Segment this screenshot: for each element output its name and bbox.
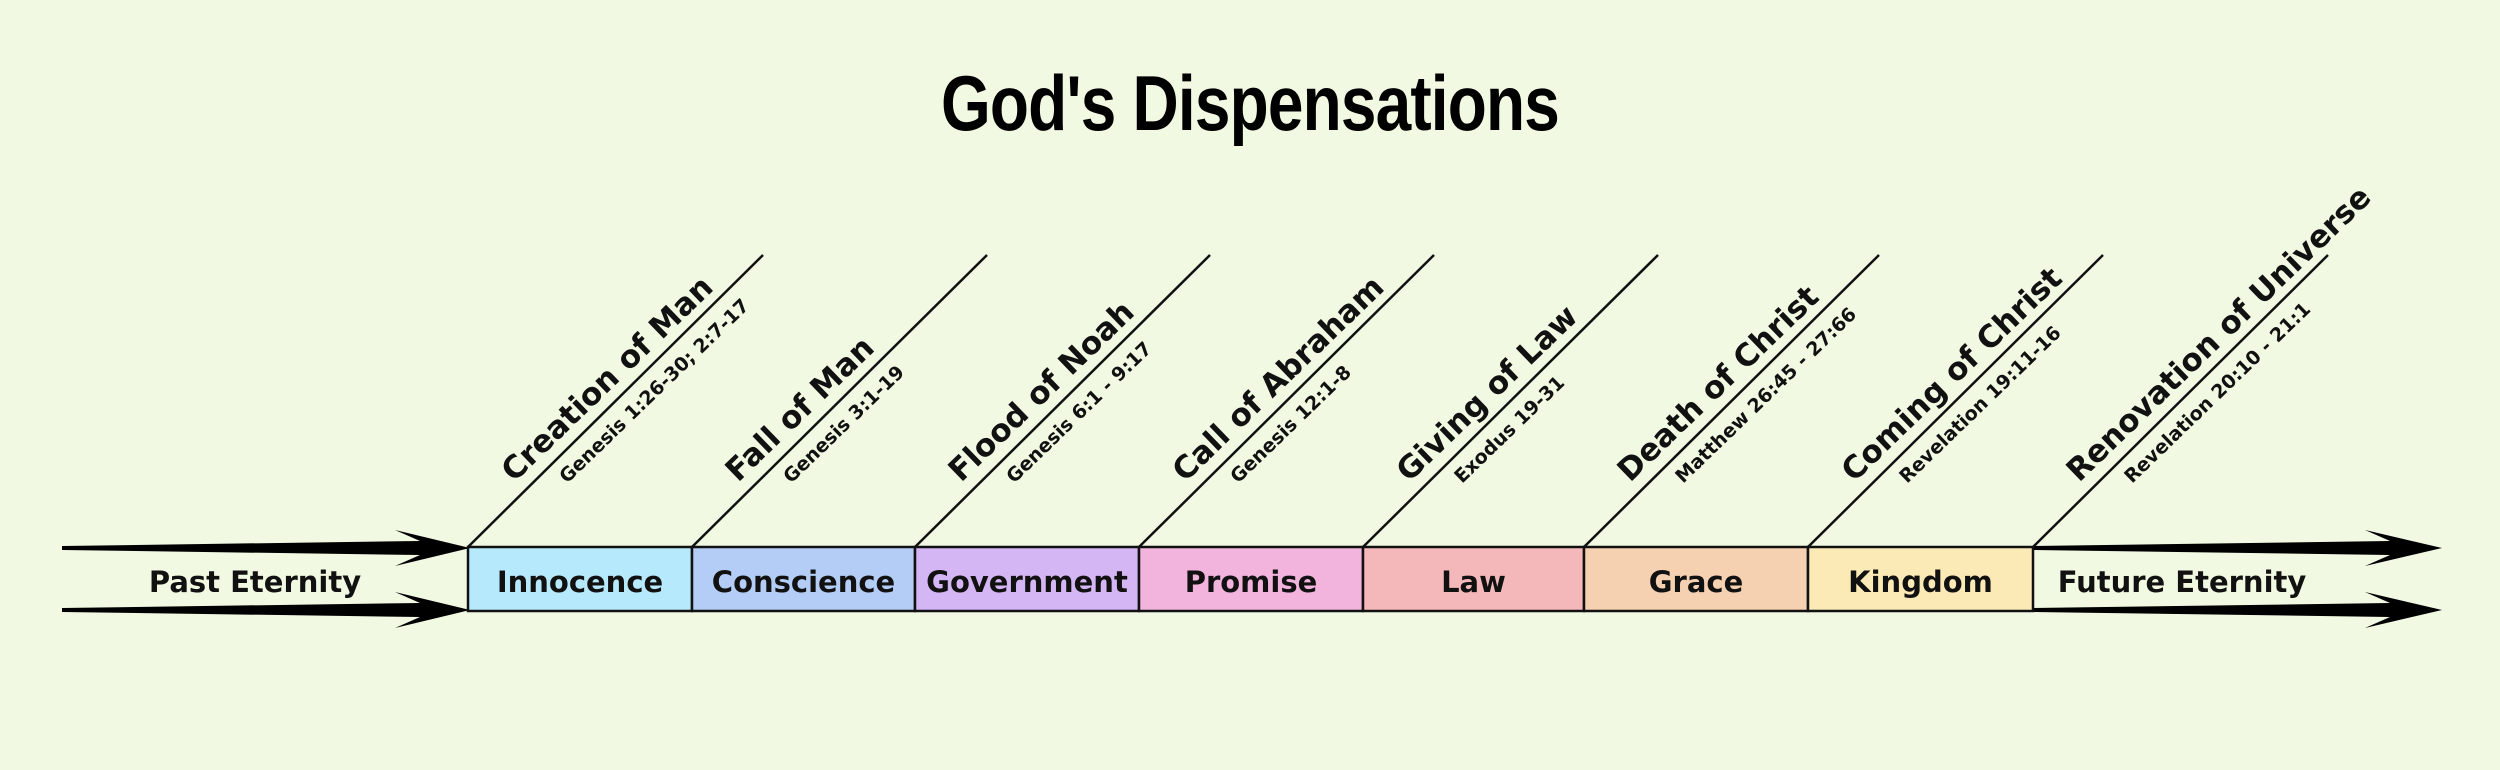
- past-eternity-arrow-top: [62, 530, 470, 566]
- event-leader-line: [1138, 254, 1435, 548]
- dispensation-label: Grace: [1649, 565, 1744, 599]
- event-leader-line: [1807, 254, 2104, 548]
- future-eternity-label: Future Eternity: [2058, 565, 2307, 599]
- event-title: Renovation of Universe: [2060, 179, 2379, 489]
- dispensation-kingdom: Kingdom: [1806, 545, 2035, 613]
- dispensation-box: [1361, 545, 1586, 613]
- event-title: Call of Abraham: [1166, 269, 1392, 489]
- event-title: Coming of Christ: [1835, 260, 2070, 489]
- dispensation-boxes: Innocence Conscience Government Promise Law G…: [466, 545, 2035, 613]
- dispensation-label: Law: [1441, 565, 1506, 599]
- dispensation-conscience: Conscience: [690, 545, 917, 613]
- dispensation-box: [1582, 545, 1810, 613]
- dispensation-box: [1137, 545, 1365, 613]
- past-eternity-arrow-bottom: [62, 592, 470, 628]
- dispensation-government: Government: [913, 545, 1141, 613]
- dispensation-grace: Grace: [1582, 545, 1810, 613]
- dispensation-label: Government: [926, 565, 1128, 599]
- dispensation-label: Innocence: [497, 565, 663, 599]
- diagram-title: God's Dispensations: [940, 59, 1560, 147]
- dispensation-promise: Promise: [1137, 545, 1365, 613]
- event-leader-line: [914, 254, 1211, 548]
- dispensation-label: Conscience: [712, 565, 895, 599]
- dispensation-label: Kingdom: [1848, 565, 1993, 599]
- past-eternity-label: Past Eternity: [149, 565, 361, 599]
- event-leader-line: [1583, 254, 1880, 548]
- event-title: Creation of Man: [495, 269, 721, 489]
- dispensation-label: Promise: [1185, 565, 1318, 599]
- dispensation-law: Law: [1361, 545, 1586, 613]
- dispensation-box: [1806, 545, 2035, 613]
- dispensation-box: [690, 545, 917, 613]
- event-leader-line: [691, 254, 988, 548]
- event-leader-line: [2032, 254, 2329, 548]
- eternity-arrows: [62, 530, 2442, 628]
- event-leader-line: [1362, 254, 1659, 548]
- future-eternity-arrow-bottom: [2033, 592, 2442, 628]
- dispensation-box: [466, 545, 694, 613]
- event-leader-line: [467, 254, 764, 548]
- dispensation-innocence: Innocence: [466, 545, 694, 613]
- future-eternity-arrow-top: [2033, 530, 2442, 566]
